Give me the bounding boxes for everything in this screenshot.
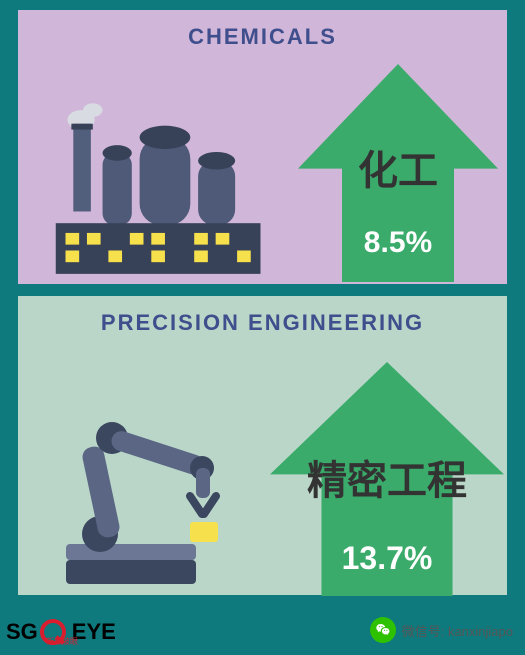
logo-eye: EYE — [72, 619, 116, 645]
panel-chemicals: CHEMICALS 化工8.5% — [18, 10, 507, 284]
arrow-label: 精密工程 — [252, 448, 522, 506]
robot-arm-illustration — [50, 386, 262, 599]
up-arrow: 精密工程13.7% — [270, 362, 504, 596]
arrow-label: 化工 — [280, 138, 516, 196]
factory-illustration — [46, 96, 280, 291]
panel-body: 精密工程13.7% — [18, 344, 507, 595]
up-arrow: 化工8.5% — [298, 64, 498, 282]
arrow-value: 13.7% — [270, 540, 504, 577]
sg-eye-logo: SG EYE 新加坡眼 — [6, 619, 116, 645]
logo-sg: SG — [6, 619, 38, 645]
arrow-value: 8.5% — [298, 226, 498, 260]
panel-title: PRECISION ENGINEERING — [101, 310, 424, 336]
wechat-icon — [370, 617, 396, 643]
wechat-label: 微信号: kanxinjiapo — [402, 621, 513, 640]
wechat-credit: 微信号: kanxinjiapo — [370, 617, 513, 643]
panel-body: 化工8.5% — [18, 58, 507, 284]
panel-precision: PRECISION ENGINEERING 精密工程13.7% — [18, 296, 507, 595]
panel-title: CHEMICALS — [188, 24, 337, 50]
logo-subtitle: 新加坡眼 — [46, 636, 78, 647]
